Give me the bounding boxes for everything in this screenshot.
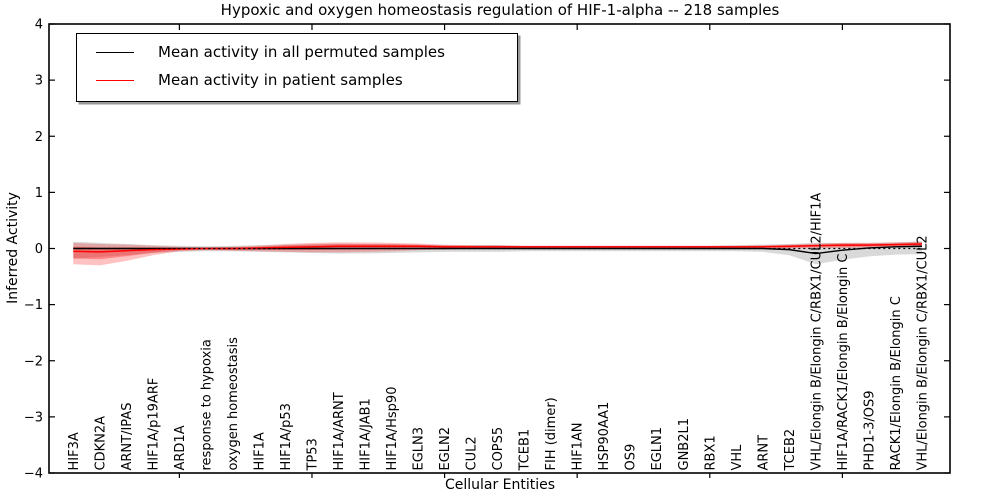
y-axis-label: Inferred Activity (5, 192, 21, 304)
y-tick-label: −2 (24, 354, 43, 369)
x-tick-label: TCEB2 (783, 429, 798, 472)
y-tick-label: 4 (35, 18, 43, 33)
x-tick-label: HIF1A/p53 (279, 403, 294, 470)
x-tick-label: RACK1/Elongin B/Elongin C (889, 296, 904, 470)
patient-line-sample-icon (96, 79, 134, 81)
y-tick-label: 0 (35, 242, 43, 257)
x-tick-label: PHD1-3/OS9 (862, 391, 877, 471)
x-tick-label: response to hypoxia (199, 339, 214, 470)
x-tick-label: HIF1A/Hsp90 (385, 387, 400, 471)
y-tick-label: 1 (35, 186, 43, 201)
x-tick-label: VHL/Elongin B/Elongin C/RBX1/CUL2/HIF1A (809, 193, 824, 471)
x-tick-label: oxygen homeostasis (226, 337, 241, 471)
chart-title: Hypoxic and oxygen homeostasis regulatio… (220, 1, 780, 19)
x-tick-label: RBX1 (703, 435, 718, 470)
y-tick-label: 3 (35, 74, 43, 89)
x-tick-label: HIF1A/RACK1/Elongin B/Elongin C (836, 254, 851, 471)
x-tick-label: HSP90AA1 (597, 402, 612, 471)
x-tick-label: OS9 (624, 444, 639, 471)
x-tick-label: GNB2L1 (677, 418, 692, 471)
x-axis-label: Cellular Entities (444, 477, 556, 493)
x-tick-label: HIF1A (252, 432, 267, 470)
x-tick-label: COPS5 (491, 427, 506, 471)
y-tick-label: −1 (24, 298, 43, 313)
x-tick-label: FIH (dimer) (544, 397, 559, 470)
x-tick-label: ARNT/IPAS (120, 403, 135, 471)
x-tick-label: TP53 (305, 438, 320, 471)
x-tick-label: VHL/Elongin B/Elongin C/RBX1/CUL2 (915, 235, 930, 470)
x-tick-label: ARNT (756, 435, 771, 471)
x-tick-label: VHL (730, 444, 745, 471)
x-tick-label: ARD1A (173, 425, 188, 470)
x-tick-label: EGLN2 (438, 427, 453, 471)
legend-label-permuted: Mean activity in all permuted samples (158, 43, 445, 61)
axes-frame (48, 23, 951, 474)
y-tick-label: −4 (24, 467, 43, 482)
y-tick-label: −3 (24, 410, 43, 425)
legend: Mean activity in all permuted samples Me… (76, 33, 518, 102)
x-tick-label: HIF1A/JAB1 (359, 398, 374, 470)
x-tick-label: EGLN3 (412, 427, 427, 471)
x-tick-label: HIF3A (67, 432, 82, 470)
x-tick-label: TCEB1 (518, 429, 533, 472)
x-tick-label: HIF1AN (571, 423, 586, 471)
permuted-line-sample-icon (96, 51, 134, 53)
legend-item-permuted: Mean activity in all permuted samples (77, 38, 517, 66)
legend-item-patient: Mean activity in patient samples (77, 66, 517, 94)
legend-label-patient: Mean activity in patient samples (158, 71, 403, 89)
x-tick-label: CUL2 (465, 436, 480, 470)
x-tick-label: HIF1A/p19ARF (146, 378, 161, 471)
x-tick-label: CDKN2A (93, 416, 108, 471)
y-tick-label: 2 (35, 130, 43, 145)
x-tick-label: EGLN1 (650, 427, 665, 471)
x-tick-label: HIF1A/ARNT (332, 392, 347, 470)
